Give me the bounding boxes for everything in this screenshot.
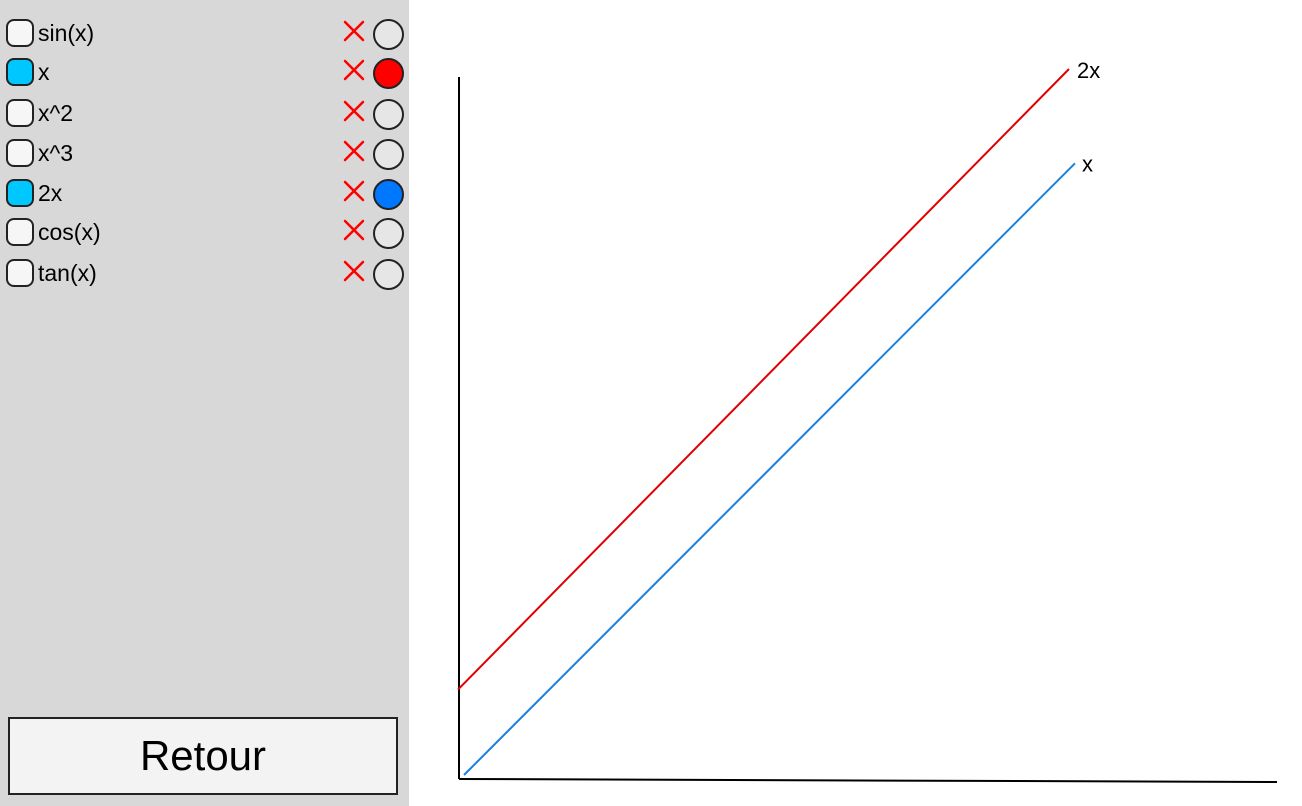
series-line-x <box>463 162 1076 776</box>
color-picker-tan[interactable] <box>373 259 404 290</box>
x-axis <box>458 778 1278 783</box>
delete-x-mark-icon[interactable] <box>341 218 367 244</box>
series-line-2x <box>457 68 1070 691</box>
function-row-cos: cos(x) <box>0 214 409 250</box>
function-label-sin: sin(x) <box>38 20 95 46</box>
delete-x-mark-icon[interactable] <box>341 259 367 285</box>
delete-x-mark-icon[interactable] <box>341 19 367 45</box>
plot-area: 2x x <box>409 0 1302 806</box>
function-checkbox-x3[interactable] <box>6 139 34 167</box>
function-row-sin: sin(x) <box>0 15 409 51</box>
function-label-x2: x^2 <box>38 100 74 126</box>
delete-x-mark-icon[interactable] <box>341 179 367 205</box>
color-picker-x[interactable] <box>373 58 404 89</box>
series-label-x: x <box>1082 151 1093 176</box>
color-picker-x2[interactable] <box>373 99 404 130</box>
delete-x-mark-icon[interactable] <box>341 58 367 84</box>
function-row-x2: x^2 <box>0 95 409 131</box>
function-label-x3: x^3 <box>38 140 74 166</box>
function-sidebar: sin(x) x x^2 x^3 <box>0 0 409 806</box>
function-checkbox-tan[interactable] <box>6 259 34 287</box>
function-checkbox-x[interactable] <box>6 58 34 86</box>
back-button[interactable]: Retour <box>8 717 398 795</box>
function-row-x: x <box>0 54 409 90</box>
color-picker-2x[interactable] <box>373 179 404 210</box>
function-row-x3: x^3 <box>0 135 409 171</box>
color-picker-sin[interactable] <box>373 19 404 50</box>
color-picker-x3[interactable] <box>373 139 404 170</box>
function-checkbox-cos[interactable] <box>6 218 34 246</box>
function-label-tan: tan(x) <box>38 260 97 286</box>
function-checkbox-2x[interactable] <box>6 179 34 207</box>
delete-x-mark-icon[interactable] <box>341 99 367 125</box>
function-plot: 2x x <box>457 58 1278 783</box>
function-row-2x: 2x <box>0 175 409 211</box>
function-checkbox-x2[interactable] <box>6 99 34 127</box>
function-label-cos: cos(x) <box>38 219 101 245</box>
series-label-2x: 2x <box>1077 58 1100 83</box>
function-label-2x: 2x <box>38 180 63 206</box>
color-picker-cos[interactable] <box>373 218 404 249</box>
function-checkbox-sin[interactable] <box>6 19 34 47</box>
function-row-tan: tan(x) <box>0 255 409 291</box>
delete-x-mark-icon[interactable] <box>341 139 367 165</box>
function-label-x: x <box>38 59 50 85</box>
